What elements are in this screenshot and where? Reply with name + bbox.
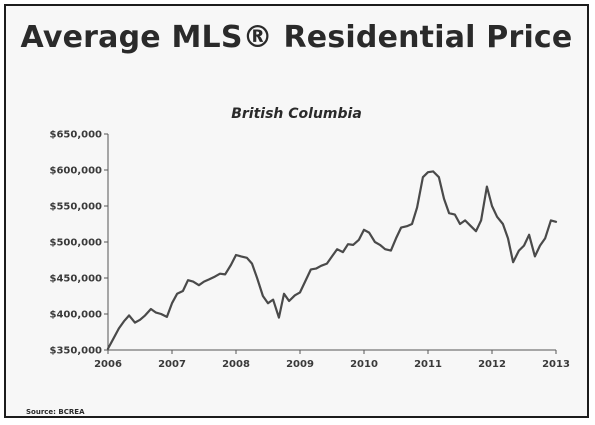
- y-tick-label: $500,000: [49, 238, 102, 249]
- chart-axes: [107, 134, 556, 351]
- y-axis-ticks: $350,000 $400,000 $450,000 $500,000 $550,000…: [49, 130, 108, 357]
- y-tick-label: $650,000: [49, 130, 102, 141]
- chart-subtitle: British Columbia: [231, 106, 362, 122]
- chart-title: Average MLS® Residential Price: [20, 20, 573, 55]
- x-tick-label: 2012: [478, 359, 506, 370]
- x-tick-label: 2007: [158, 359, 186, 370]
- y-tick-label: $400,000: [49, 310, 102, 321]
- y-tick-label: $550,000: [49, 202, 102, 213]
- y-tick-label: $600,000: [49, 166, 102, 177]
- x-tick-label: 2006: [94, 359, 122, 370]
- x-tick-label: 2010: [350, 359, 378, 370]
- x-tick-label: 2011: [414, 359, 442, 370]
- price-series-line: [106, 170, 558, 350]
- x-tick-label: 2013: [542, 359, 570, 370]
- x-axis-ticks: 2006 2007 2008 2009 2010 2011 2012 2013: [94, 350, 570, 370]
- chart-source: Source: BCREA: [26, 408, 85, 416]
- series-group: [106, 170, 558, 350]
- x-tick-label: 2009: [286, 359, 314, 370]
- x-tick-label: 2008: [222, 359, 250, 370]
- chart-frame: Average MLS® Residential Price British C…: [4, 4, 589, 418]
- y-tick-label: $350,000: [49, 346, 102, 357]
- y-tick-label: $450,000: [49, 274, 102, 285]
